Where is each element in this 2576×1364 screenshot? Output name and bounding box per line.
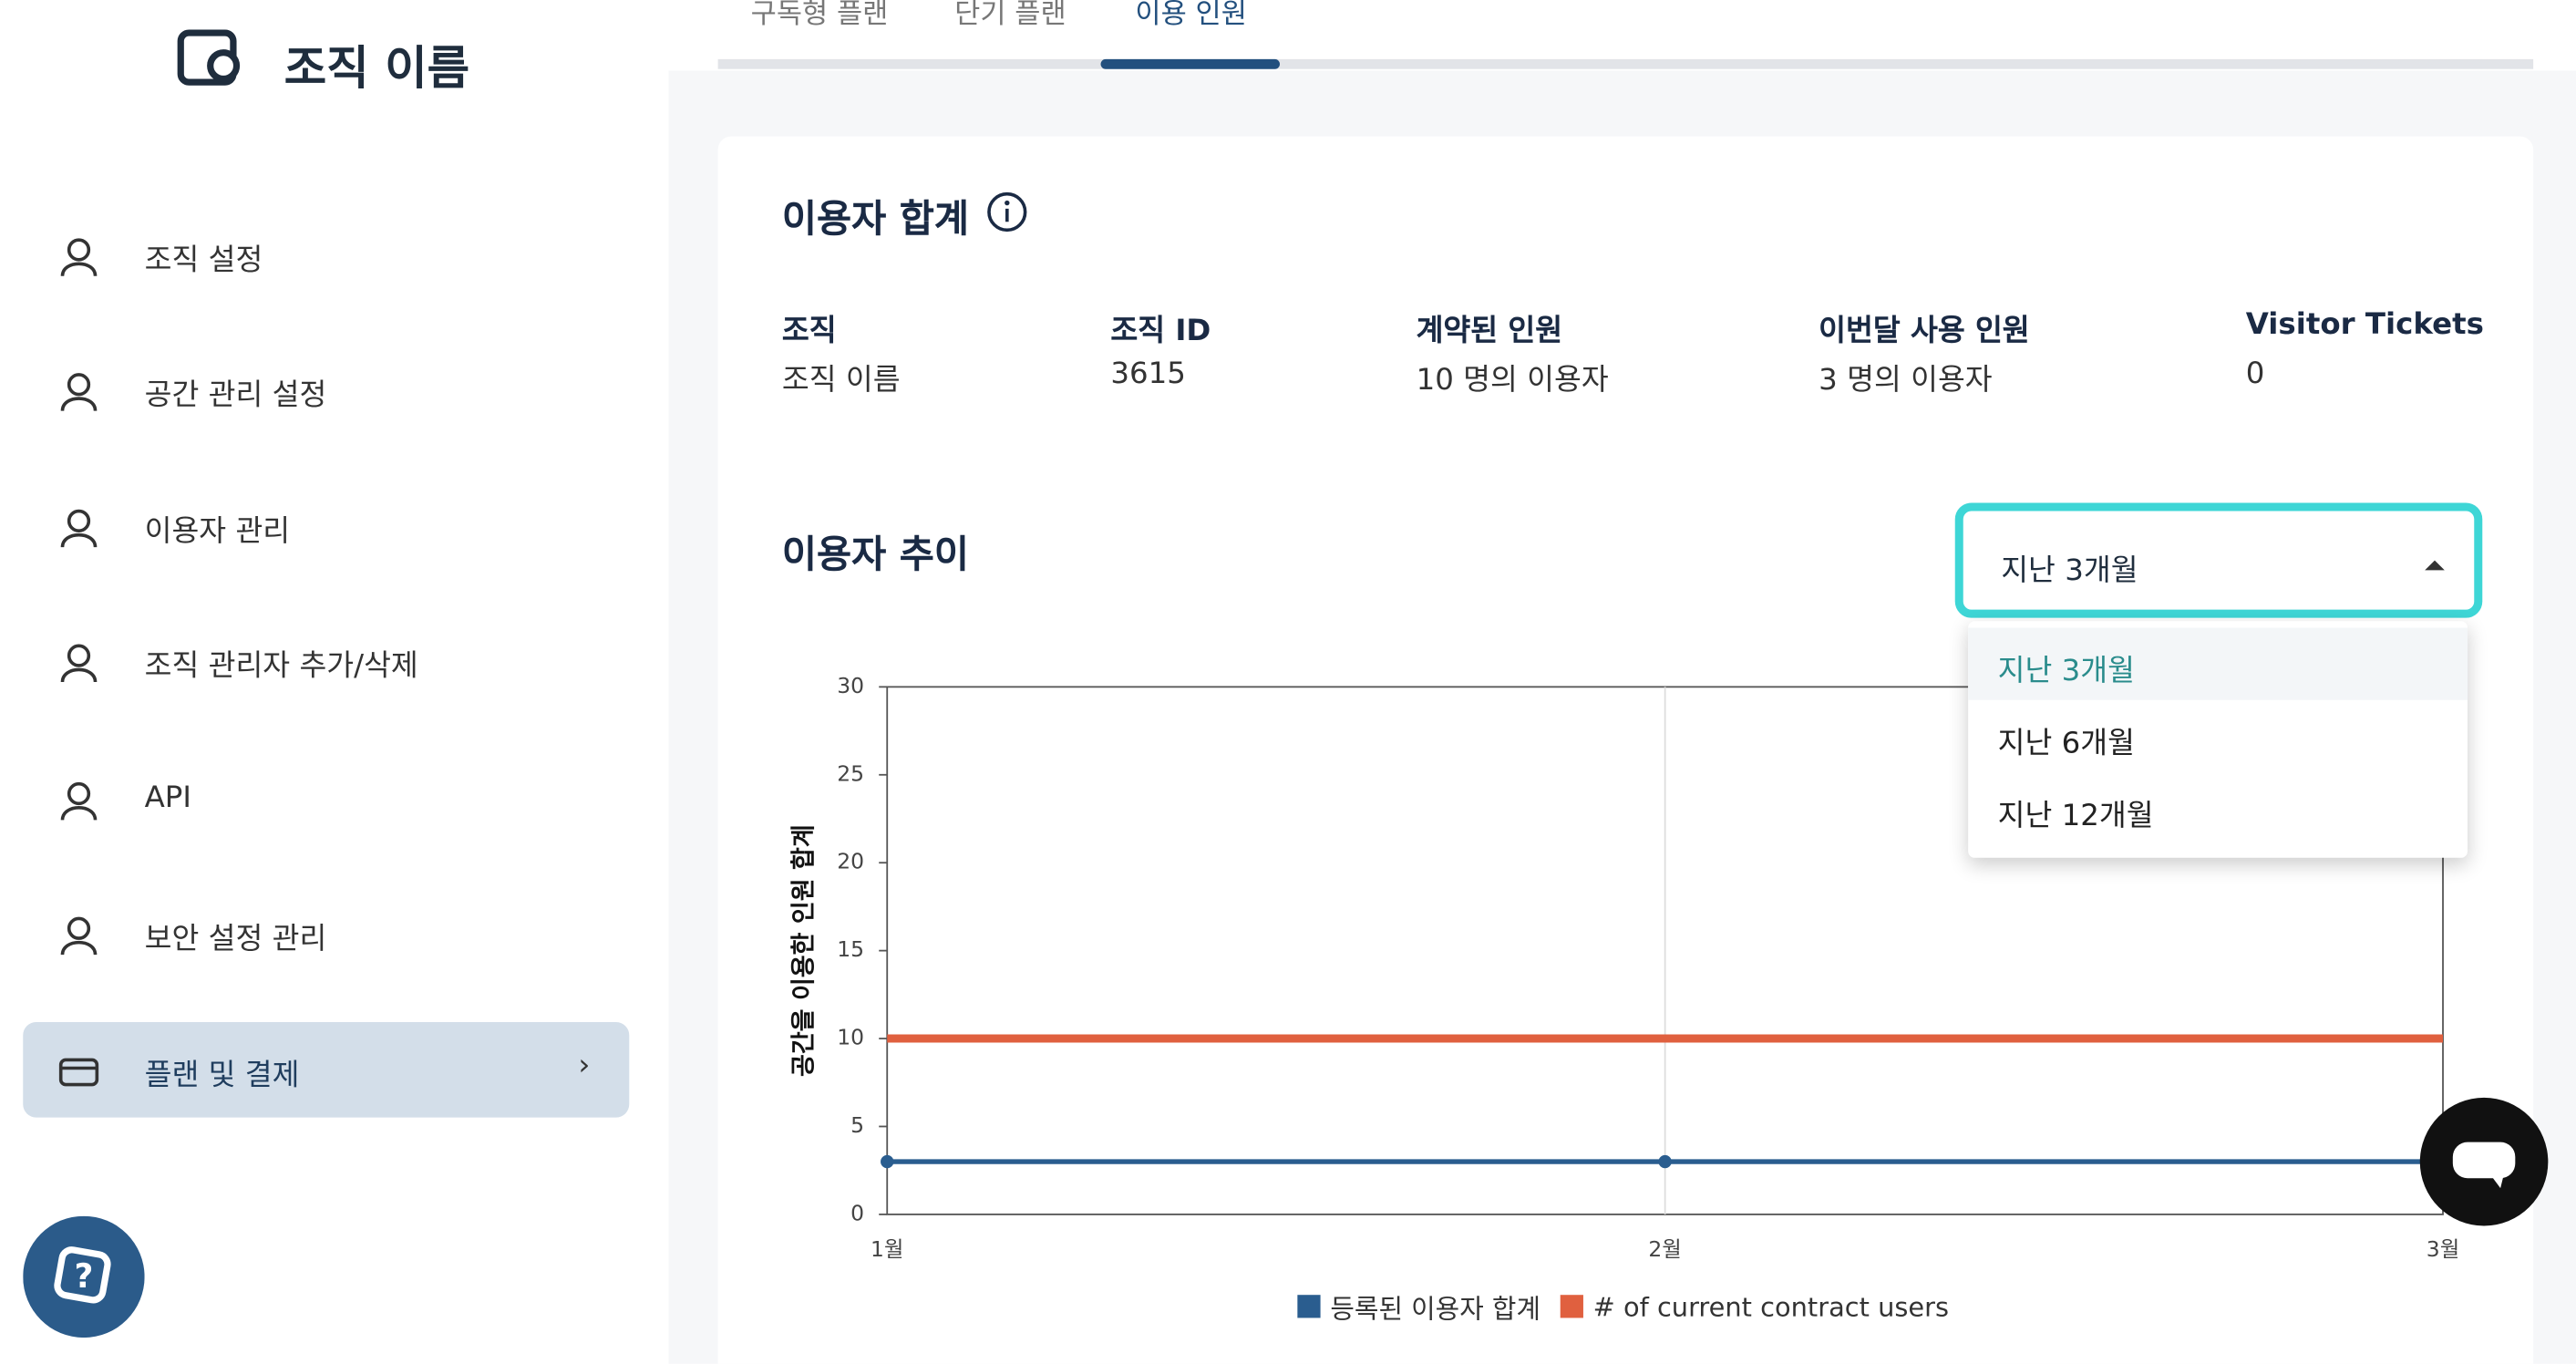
info-header: 이번달 사용 인원 (1819, 314, 2030, 349)
legend-item[interactable]: # of current contract users (1560, 1286, 1949, 1326)
info-value: 3 명의 이용자 (1819, 363, 1993, 398)
menu-item[interactable]: 플랜 및 결제 › (23, 1022, 630, 1118)
org-name: 조직 이름 (283, 41, 470, 96)
period-select[interactable]: 지난 3개월 (1954, 502, 2483, 618)
menu-icon (60, 916, 98, 956)
dropdown-option[interactable]: 지난 12개월 (1968, 772, 2468, 844)
menu-item[interactable]: 조직 설정 (23, 207, 629, 303)
menu-label: 플랜 및 결제 (144, 1058, 300, 1093)
help-button[interactable]: ? (23, 1215, 145, 1338)
y-tick-label: 0 (850, 1200, 864, 1225)
legend: 등록된 이용자 합계 # of current contract users (1297, 1286, 1949, 1326)
menu-icon (60, 644, 98, 683)
svg-text:?: ? (74, 1258, 93, 1296)
logo (177, 29, 241, 86)
menu-item[interactable]: 조직 관리자 추가/삭제 (23, 613, 629, 708)
menu-item[interactable]: 공간 관리 설정 (23, 342, 629, 438)
chevron: › (578, 1048, 591, 1083)
y-tick-label: 25 (837, 760, 864, 786)
tab-bar (717, 58, 2534, 69)
y-tick-label: 5 (850, 1112, 864, 1138)
menu-label: API (144, 780, 191, 815)
menu-icon (58, 1058, 99, 1087)
y-tick-label: 15 (837, 936, 864, 962)
y-axis-label: 공간을 이용한 인원 합계 (790, 824, 819, 1077)
legend-swatch (1297, 1295, 1321, 1318)
info-header: 계약된 인원 (1416, 314, 1563, 349)
option-label: 지난 6개월 (1997, 726, 2135, 761)
x-tick-label: 2월 (1648, 1236, 1681, 1262)
dropdown-option[interactable]: 지난 6개월 (1968, 700, 2468, 772)
section-title: 이용자 합계 (781, 199, 970, 242)
tab-indicator (1100, 58, 1280, 69)
legend-label: # of current contract users (1592, 1290, 1949, 1322)
option-label: 지난 12개월 (1997, 798, 2154, 833)
menu-label: 공간 관리 설정 (144, 377, 327, 413)
legend-item[interactable]: 등록된 이용자 합계 (1297, 1286, 1540, 1326)
tab[interactable]: 이용 인원 (1135, 0, 1247, 32)
menu-icon (60, 509, 98, 548)
menu-label: 이용자 관리 (144, 514, 291, 549)
menu-label: 보안 설정 관리 (144, 922, 327, 956)
chat-button[interactable] (2418, 1096, 2550, 1227)
info-header: 조직 (781, 314, 837, 349)
menu-label: 조직 관리자 추가/삭제 (144, 648, 418, 684)
legend-swatch (1560, 1295, 1583, 1318)
tab[interactable]: 단기 플랜 (954, 0, 1066, 32)
info-value: 0 (2245, 356, 2265, 391)
y-tick-label: 20 (837, 849, 864, 874)
x-tick-label: 1월 (871, 1236, 903, 1262)
menu-icon (60, 781, 98, 821)
info-header: 조직 ID (1110, 314, 1211, 349)
info-header: Visitor Tickets (2245, 307, 2484, 342)
menu-item[interactable]: API (23, 751, 629, 847)
legend-label: 등록된 이용자 합계 (1330, 1293, 1540, 1325)
selected-value: 지난 3개월 (2001, 553, 2138, 589)
section-title: 이용자 추이 (781, 533, 970, 577)
y-tick-label: 10 (837, 1025, 864, 1050)
data-point (881, 1154, 894, 1169)
info-value: 10 명의 이용자 (1416, 363, 1609, 398)
menu-item[interactable]: 보안 설정 관리 (23, 885, 629, 981)
info-value: 조직 이름 (781, 363, 901, 398)
data-point (1658, 1154, 1672, 1169)
caret (2425, 560, 2445, 571)
menu-item[interactable]: 이용자 관리 (23, 478, 629, 574)
option-label: 지난 3개월 (1997, 654, 2135, 689)
info-icon[interactable] (985, 191, 1028, 233)
x-tick-label: 3월 (2427, 1236, 2459, 1262)
menu-label: 조직 설정 (144, 243, 263, 278)
info-value: 3615 (1110, 356, 1186, 391)
dropdown-option[interactable]: 지난 3개월 (1968, 627, 2468, 700)
menu-icon (60, 238, 98, 277)
menu-icon (60, 373, 98, 411)
y-tick-label: 30 (837, 673, 864, 698)
tab[interactable]: 구독형 플랜 (750, 0, 889, 32)
